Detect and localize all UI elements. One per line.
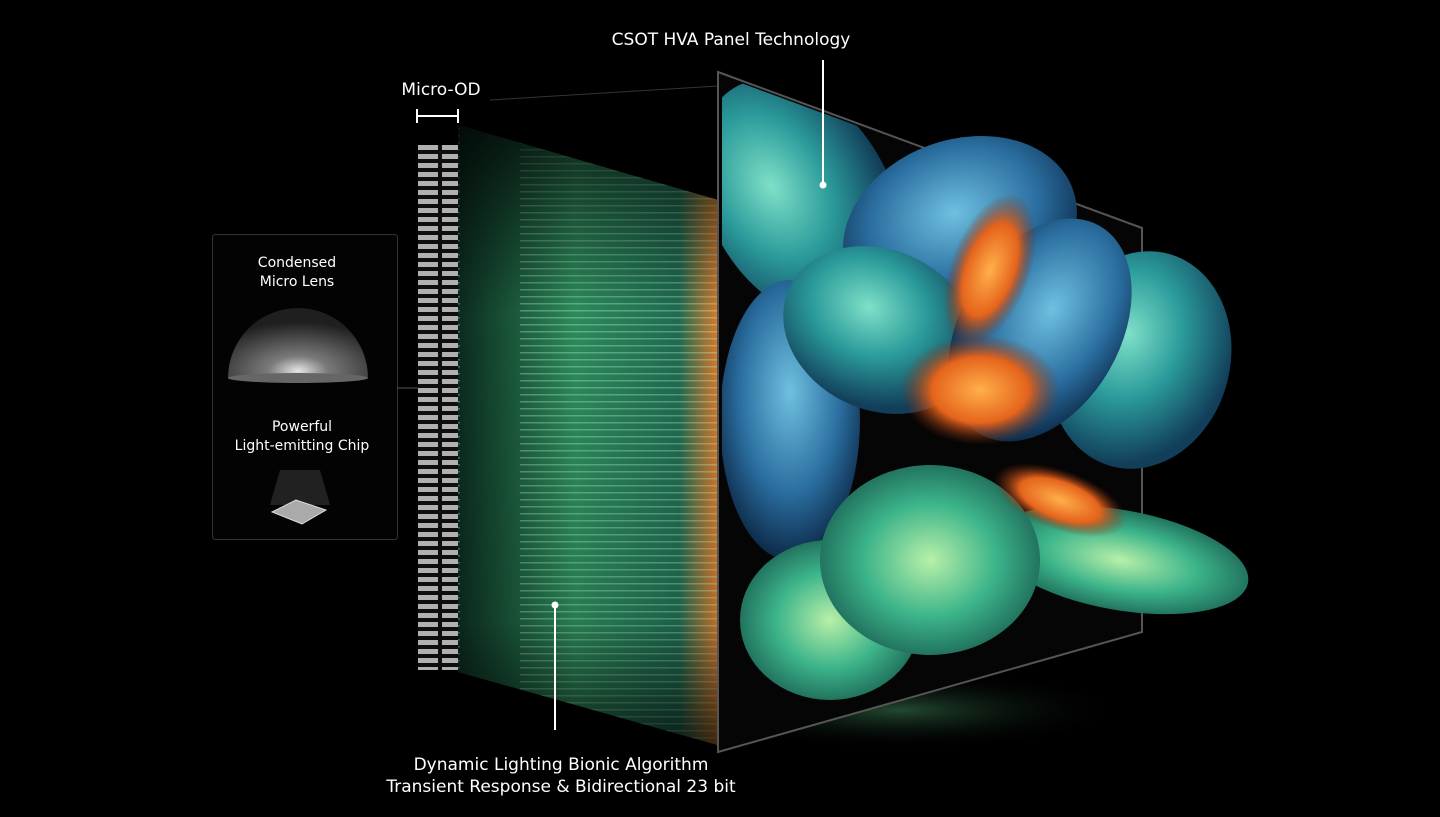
- panel-label: CSOT HVA Panel Technology: [612, 30, 851, 50]
- algorithm-label: Dynamic Lighting Bionic Algorithm: [414, 755, 709, 775]
- component-box: [212, 234, 398, 540]
- chip-icon: [270, 499, 328, 525]
- chip-beam: [270, 470, 330, 505]
- algorithm-label: Transient Response & Bidirectional 23 bi…: [385, 777, 736, 797]
- lens-icon: [228, 308, 368, 378]
- flower-art: [722, 78, 1249, 700]
- lens-base: [228, 373, 368, 383]
- algorithm-pointer-dot: [551, 601, 559, 609]
- backlight-strip: [418, 145, 458, 670]
- lens-label: Condensed: [258, 255, 336, 271]
- chip-label: Powerful: [272, 419, 332, 435]
- micro-od-bracket: [416, 109, 459, 123]
- lighting-shade: [458, 125, 718, 745]
- lens-label: Micro Lens: [260, 274, 334, 290]
- panel-pointer-dot: [819, 181, 827, 189]
- micro-od-label: Micro-OD: [401, 80, 480, 100]
- chip-label: Light-emitting Chip: [235, 438, 370, 454]
